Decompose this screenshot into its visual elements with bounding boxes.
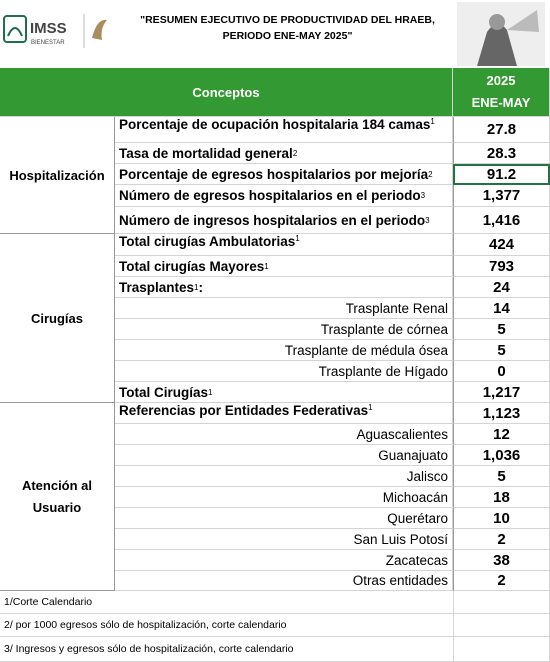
header-year: 2025 — [486, 73, 516, 88]
footnote-ref: 1 — [208, 387, 213, 397]
section-label: Hospitalización — [0, 117, 115, 234]
concept-label: Total cirugías Mayores — [119, 258, 265, 274]
value-cell: 1,416 — [453, 207, 550, 234]
concept-cell: Trasplante Renal — [115, 298, 453, 319]
value-cell: 424 — [453, 234, 550, 256]
value-cell: 28.3 — [453, 143, 550, 164]
concept-label: Porcentaje de egresos hospitalarios por … — [119, 166, 429, 182]
value-cell: 18 — [453, 487, 550, 508]
concept-label: Aguascalientes — [356, 426, 448, 442]
logo-subtext: BIENESTAR — [31, 40, 65, 46]
title: "RESUMEN EJECUTIVO DE PRODUCTIVIDAD DEL … — [120, 12, 455, 44]
value-cell: 14 — [453, 298, 550, 319]
suffix: : — [198, 279, 204, 295]
concept-cell: Trasplante de Hígado — [115, 361, 453, 382]
footnote: 1/Corte Calendario — [0, 591, 453, 614]
concept-cell: Número de egresos hospitalarios en el pe… — [115, 185, 453, 207]
concept-cell: Total cirugías Ambulatorias 1 — [115, 234, 453, 256]
value-cell: 91.2 — [453, 164, 550, 185]
concept-label: Referencias por Entidades Federativas — [119, 403, 369, 418]
concept-cell: Porcentaje de egresos hospitalarios por … — [115, 164, 453, 185]
concept-label: Número de ingresos hospitalarios en el p… — [119, 212, 426, 228]
concept-cell: Michoacán — [115, 487, 453, 508]
value-cell: 5 — [453, 319, 550, 340]
footnote-ref: 3 — [420, 191, 426, 200]
concept-cell: Número de ingresos hospitalarios en el p… — [115, 207, 453, 234]
concept-cell: Tasa de mortalidad general 2 — [115, 143, 453, 164]
concept-cell: Total cirugías Mayores 1 — [115, 256, 453, 277]
value-cell: 1,377 — [453, 185, 550, 207]
value-cell: 38 — [453, 550, 550, 571]
footnote: 3/ Ingresos y egresos sólo de hospitaliz… — [0, 637, 453, 662]
value-cell: 1,217 — [453, 382, 550, 403]
footnote-ref: 1 — [430, 117, 435, 126]
section-label: Cirugías — [0, 234, 115, 403]
header-months: ENE-MAY — [471, 95, 531, 110]
concept-label: Trasplantes — [119, 279, 195, 295]
concept-cell: Guanajuato — [115, 445, 453, 466]
concept-label: Guanajuato — [378, 447, 448, 463]
blank-cell — [453, 637, 550, 662]
value-cell: 5 — [453, 466, 550, 487]
header-concepts: Conceptos — [0, 68, 453, 117]
header: IMSS BIENESTAR "RESUMEN EJECUTIVO DE PRO… — [0, 0, 550, 69]
concept-label: Trasplante de médula ósea — [284, 342, 448, 358]
concept-label: Total cirugías Ambulatorias — [119, 234, 296, 249]
footnote: 2/ por 1000 egresos sólo de hospitalizac… — [0, 614, 453, 637]
value-cell: 0 — [453, 361, 550, 382]
concept-label: Porcentaje de ocupación hospitalaria 184… — [119, 117, 431, 132]
concept-label: Querétaro — [387, 510, 448, 526]
footnote-ref: 2 — [428, 169, 433, 179]
concept-cell: Referencias por Entidades Federativas 1 — [115, 403, 453, 424]
concept-cell: Querétaro — [115, 508, 453, 529]
value-cell: 5 — [453, 340, 550, 361]
concept-label: Total Cirugías — [119, 384, 209, 400]
concept-label: Zacatecas — [385, 552, 448, 568]
footnote-ref: 2 — [292, 148, 298, 158]
concept-label: Michoacán — [382, 489, 448, 505]
value-cell: 793 — [453, 256, 550, 277]
concept-label: San Luis Potosí — [353, 531, 448, 547]
logo: IMSS BIENESTAR — [3, 14, 107, 48]
footnote-ref: 3 — [425, 215, 430, 225]
concept-label: Número de egresos hospitalarios en el pe… — [119, 188, 421, 203]
value-cell: 12 — [453, 424, 550, 445]
section-label: Atención al Usuario — [0, 403, 115, 591]
value-cell: 2 — [453, 571, 550, 591]
blank-cell — [453, 614, 550, 637]
footnote-ref: 1 — [194, 282, 199, 292]
concept-cell: Trasplantes 1: — [115, 277, 453, 298]
concept-label: Trasplante de córnea — [320, 321, 448, 337]
concept-label: Trasplante de Hígado — [318, 363, 448, 379]
concept-cell: Otras entidades — [115, 571, 453, 591]
concept-label: Tasa de mortalidad general — [119, 145, 293, 161]
title-line: "RESUMEN EJECUTIVO DE PRODUCTIVIDAD DEL … — [140, 14, 435, 26]
concept-cell: Total Cirugías 1 — [115, 382, 453, 403]
value-cell: 24 — [453, 277, 550, 298]
concept-cell: Trasplante de médula ósea — [115, 340, 453, 361]
title-line: PERIODO ENE-MAY 2025" — [222, 30, 353, 42]
illustration — [457, 2, 545, 66]
value-cell: 10 — [453, 508, 550, 529]
value-cell: 27.8 — [453, 117, 550, 143]
value-cell: 2 — [453, 529, 550, 550]
footnote-ref: 1 — [264, 261, 269, 271]
blank-cell — [453, 591, 550, 614]
value-cell: 1,123 — [453, 403, 550, 424]
value-cell: 1,036 — [453, 445, 550, 466]
header-period: 2025 ENE-MAY — [453, 68, 550, 117]
concept-cell: Jalisco — [115, 466, 453, 487]
concept-cell: Zacatecas — [115, 550, 453, 571]
logo-text: IMSS — [30, 20, 67, 37]
concept-cell: Porcentaje de ocupación hospitalaria 184… — [115, 117, 453, 143]
concept-cell: Aguascalientes — [115, 424, 453, 445]
concept-cell: Trasplante de córnea — [115, 319, 453, 340]
concept-label: Trasplante Renal — [345, 300, 448, 316]
concept-cell: San Luis Potosí — [115, 529, 453, 550]
footnote-ref: 1 — [295, 234, 300, 243]
footnote-ref: 1 — [368, 403, 373, 412]
concept-label: Jalisco — [406, 468, 448, 484]
concept-label: Otras entidades — [352, 573, 448, 588]
